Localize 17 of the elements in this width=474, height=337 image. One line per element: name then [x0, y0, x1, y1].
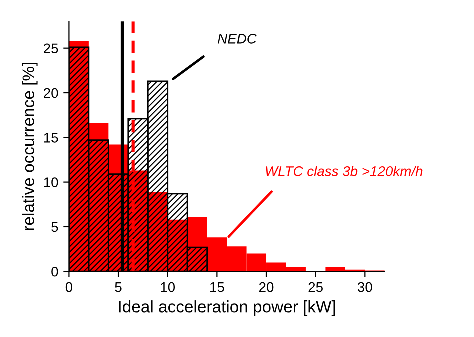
x-tick-label: 25: [308, 282, 323, 292]
y-axis-title: relative occurrence [%]: [22, 63, 38, 230]
y-tick-label: 5: [52, 222, 58, 232]
annotation: WLTC class 3b >120km/h: [266, 166, 423, 176]
x-tick-label: 10: [161, 282, 176, 292]
y-tick-label: 0: [52, 266, 58, 277]
x-tick-label: 20: [259, 282, 274, 292]
x-tick-label: 5: [115, 282, 122, 292]
y-tick-label: 25: [44, 44, 58, 54]
y-tick-label: 20: [44, 88, 58, 98]
annotation: NEDC: [218, 34, 258, 44]
x-tick-label: 30: [358, 282, 372, 292]
y-tick-label: 10: [44, 178, 58, 188]
x-tick-label: 15: [210, 282, 224, 292]
x-tick-label: 0: [66, 282, 73, 292]
x-axis-title: Ideal acceleration power [kW]: [119, 300, 336, 316]
y-tick-label: 15: [44, 133, 58, 143]
